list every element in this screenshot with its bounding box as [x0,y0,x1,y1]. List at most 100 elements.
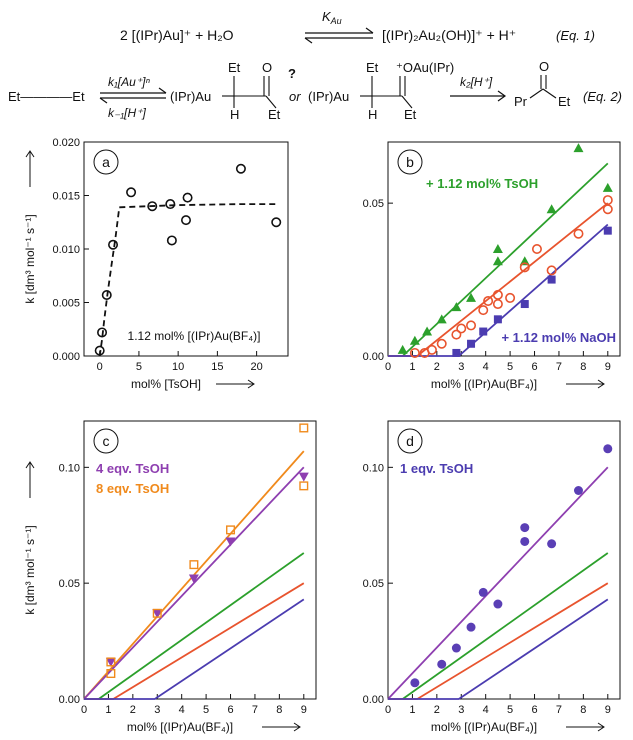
x-tick-label: 4 [179,704,185,716]
x-tick-label: 9 [605,704,611,716]
x-tick-label: 6 [531,704,537,716]
data-point [505,292,516,303]
x-axis-label: mol% [(IPr)Au(BF₄)] [431,377,537,391]
y-tick-label: 0.10 [363,462,384,474]
x-axis-label: mol% [(IPr)Au(BF₄)] [127,720,233,734]
x-tick-label: 4 [483,361,489,373]
data-point [437,659,447,669]
eq1-k-label: KAu [322,9,342,26]
data-point [479,327,488,336]
eq1-right: [(IPr)₂Au₂(OH)]⁺ + H⁺ [382,27,516,43]
x-tick-label: 3 [458,361,464,373]
int2-h: H [368,107,377,122]
int2-et: Et [366,60,379,75]
data-point [188,574,199,584]
x-tick-label: 0 [385,361,391,373]
int2-au: (IPr)Au [308,89,349,104]
data-point [602,195,613,206]
x-tick-label: 10 [172,361,184,373]
data-point [466,292,477,302]
series-annotation: 8 eqv. TsOH [96,481,169,496]
data-point [456,323,467,334]
data-point [152,608,162,618]
data-point [493,599,503,609]
y-tick-label: 0.05 [363,198,384,210]
series-annotation: 1 eqv. TsOH [400,461,473,476]
x-tick-label: 4 [483,704,489,716]
plot-frame [387,420,621,700]
x-axis-arrowhead [247,379,255,389]
product-pr: Pr [514,94,528,109]
panel-label: a [102,154,110,170]
x-tick-label: 8 [580,361,586,373]
panel-label: c [103,433,110,449]
panel-label-circle [397,428,423,454]
data-point [126,187,137,198]
data-point [493,315,502,324]
x-tick-label: 7 [556,704,562,716]
eq2-k1: k₁[Au⁺]ⁿ [108,75,150,89]
panel-annotation: 1.12 mol% [(IPr)Au(BF₄)] [128,329,261,343]
data-point [182,192,193,203]
data-point [225,537,236,547]
x-tick-label: 3 [458,704,464,716]
data-point [451,302,462,312]
y-tick-label: 0.000 [52,351,80,363]
fit-line [387,466,609,700]
data-point [573,143,584,153]
x-tick-label: 5 [203,704,209,716]
data-point [520,523,530,533]
panel-label-circle [93,428,119,454]
x-tick-label: 9 [301,704,307,716]
y-tick-label: 0.00 [363,351,384,363]
x-tick-label: 15 [211,361,223,373]
data-point [409,347,420,358]
eq1-tag: (Eq. 1) [556,28,595,43]
x-tick-label: 2 [434,704,440,716]
data-point [466,320,477,331]
eq2-question: ? [288,66,296,81]
int1-h: H [230,107,239,122]
x-tick-label: 3 [154,704,160,716]
x-axis-label: mol% [(IPr)Au(BF₄)] [431,720,537,734]
data-point [298,472,309,482]
data-point [108,239,119,250]
y-tick-label: 0.05 [363,578,384,590]
x-tick-label: 7 [252,704,258,716]
reaction-scheme: 2 [(IPr)Au]⁺ + H₂O KAu [(IPr)₂Au₂(OH)]⁺ … [8,9,622,122]
x-axis-label: mol% [TsOH] [131,377,201,391]
x-tick-label: 7 [556,361,562,373]
data-point [166,235,177,246]
data-point [520,536,530,546]
int1-o: O [262,60,272,75]
data-point [519,262,530,273]
y-tick-label: 0.020 [52,137,80,149]
series-annotation: 4 eqv. TsOH [96,461,169,476]
chart-panel-c: 0.00 0.05 0.10 0 1 2 3 4 5 6 7 8 9 mol% [(IPr)Au(BF₄)… [23,420,317,734]
x-tick-label: 2 [130,704,136,716]
x-tick-label: 2 [434,361,440,373]
x-tick-label: 0 [385,704,391,716]
fit-line [402,162,609,357]
fit-line [388,598,609,700]
data-point [492,256,503,266]
y-tick-label: 0.05 [59,578,80,590]
plot-frame [83,420,317,700]
y-axis-arrowhead [25,150,35,158]
fit-line [98,203,277,357]
panel-label-circle [397,149,423,175]
data-point [226,525,236,535]
data-point [466,622,476,632]
data-point [181,215,192,226]
product-o: O [539,59,549,74]
y-tick-label: 0.010 [52,244,80,256]
data-point [397,344,408,354]
data-point [452,348,461,357]
x-tick-label: 8 [276,704,282,716]
data-point [235,163,246,174]
eq2-or: or [289,89,301,104]
series-annotation: + 1.12 mol% TsOH [426,176,538,191]
data-point [410,678,420,688]
int2-et2: Et [404,107,417,122]
y-axis-label: k [dm³ mol⁻¹ s⁻¹] [23,525,37,614]
